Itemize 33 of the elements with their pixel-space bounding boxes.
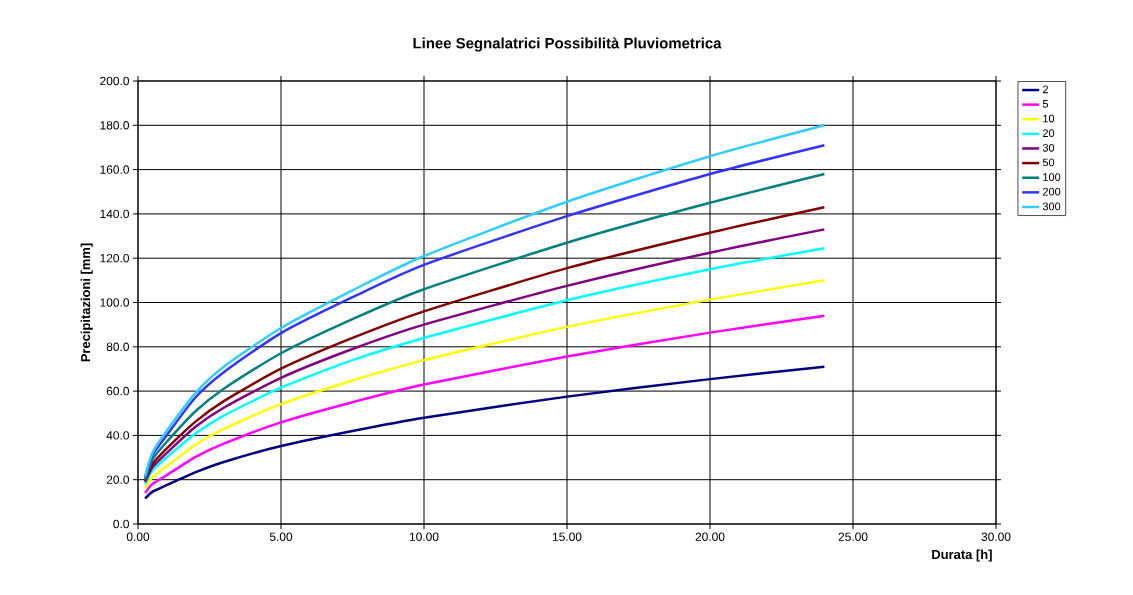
line-series (143, 314, 826, 495)
legend-label: 30 (1042, 143, 1055, 152)
line-series (143, 365, 826, 500)
y-tick-label: 160.0 (100, 165, 130, 174)
y-tick-label: 40.0 (106, 431, 130, 440)
chart-title: Linee Segnalatrici Possibilità Pluviometrica (413, 37, 722, 52)
y-tick-label: 140.0 (100, 209, 130, 219)
y-tick-label: 0.0 (113, 519, 130, 529)
y-tick-label: 200.0 (100, 76, 130, 86)
line-series (143, 279, 826, 490)
legend-label: 50 (1042, 158, 1055, 167)
y-tick-label: 20.0 (106, 475, 130, 484)
legend-label: 200 (1042, 187, 1061, 196)
legend-label: 20 (1042, 129, 1055, 138)
y-tick-label: 120.0 (100, 253, 130, 263)
x-tick-label: 5.00 (269, 532, 293, 541)
y-tick-label: 180.0 (100, 121, 130, 130)
y-tick-label: 100.0 (100, 298, 130, 307)
x-tick-label: 25.00 (838, 532, 868, 541)
x-tick-label: 0.00 (126, 532, 150, 541)
y-tick-label: 80.0 (106, 342, 130, 352)
x-axis-title: Durata [h] (932, 549, 992, 562)
legend-label: 300 (1042, 202, 1061, 211)
x-tick-label: 15.00 (552, 532, 582, 541)
legend-label: 100 (1043, 173, 1061, 181)
legend-label: 5 (1042, 100, 1049, 108)
y-tick-label: 60.0 (106, 386, 130, 396)
legend-label: 2 (1042, 85, 1048, 94)
legend-label: 10 (1043, 114, 1055, 123)
y-axis-title: Precipitazioni [mm] (80, 243, 93, 362)
x-tick-label: 20.00 (695, 532, 725, 541)
x-tick-label: 10.00 (409, 532, 439, 541)
x-tick-label: 30.00 (981, 532, 1011, 541)
